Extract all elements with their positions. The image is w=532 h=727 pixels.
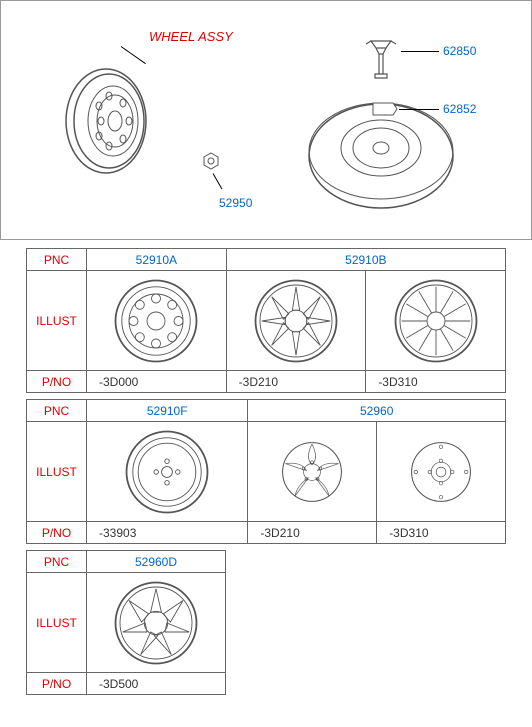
pno-value: -33903 [87,522,248,544]
pno-value: -3D500 [87,673,226,695]
leader-62852 [399,109,439,110]
pnc-value: 52960D [87,551,226,573]
leader-52950 [213,173,223,189]
wheel-illust [377,422,506,522]
wheel-assy-label: WHEEL ASSY [149,29,233,44]
wheel-illust [87,422,248,522]
lug-nut-icon [201,151,221,171]
table-row: PNC 52910F 52960 [27,400,506,422]
pnc-value: 52910B [226,249,505,271]
pnc-label: PNC [27,400,87,422]
pno-value: -3D310 [366,371,506,393]
tag-icon [371,101,399,121]
table-row: P/NO -3D000 -3D210 -3D310 [27,371,506,393]
callout-62850: 62850 [443,44,476,58]
top-diagram: WHEEL ASSY 52950 62850 [0,0,532,240]
leader-62850 [401,51,439,52]
pnc-label: PNC [27,249,87,271]
parts-table-1: PNC 52910A 52910B ILLUST P/NO -3D000 -3D… [26,248,506,393]
parts-table-3: PNC 52960D ILLUST P/NO -3D500 [26,550,226,695]
wheel-illust [87,573,226,673]
illust-label: ILLUST [27,422,87,522]
table-row: ILLUST [27,573,226,673]
pno-label: P/NO [27,522,87,544]
illust-label: ILLUST [27,271,87,371]
pnc-label: PNC [27,551,87,573]
pno-value: -3D000 [87,371,227,393]
pno-value: -3D210 [248,522,377,544]
pnc-value: 52910A [87,249,227,271]
pnc-value: 52910F [87,400,248,422]
table-row: PNC 52960D [27,551,226,573]
callout-52950: 52950 [219,196,252,210]
main-wheel-icon [51,61,171,181]
wheel-illust [226,271,366,371]
wheel-illust [366,271,506,371]
illust-label: ILLUST [27,573,87,673]
table-row: ILLUST [27,422,506,522]
wheel-illust [248,422,377,522]
pno-value: -3D210 [226,371,366,393]
table-row: P/NO -33903 -3D210 -3D310 [27,522,506,544]
pno-value: -3D310 [377,522,506,544]
pnc-value: 52960 [248,400,506,422]
table-row: ILLUST [27,271,506,371]
table-row: P/NO -3D500 [27,673,226,695]
wheel-illust [87,271,227,371]
parts-table-2: PNC 52910F 52960 ILLUST P/NO -33903 -3D2… [26,399,506,544]
jack-icon [361,36,401,81]
pno-label: P/NO [27,371,87,393]
pno-label: P/NO [27,673,87,695]
callout-62852: 62852 [443,102,476,116]
table-row: PNC 52910A 52910B [27,249,506,271]
